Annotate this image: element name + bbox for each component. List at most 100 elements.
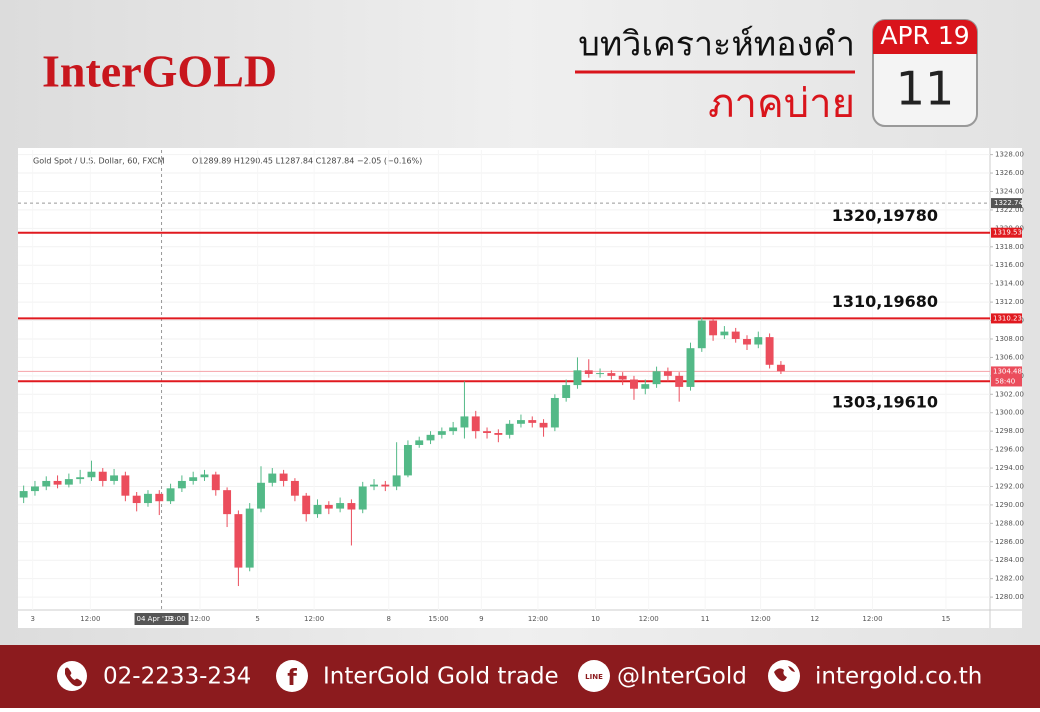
candle-body <box>110 475 119 481</box>
x-tick-label: 12:00 <box>304 615 324 623</box>
crosshair-date: 04 Apr '19 <box>137 615 173 623</box>
x-tick-label: 11 <box>701 615 710 623</box>
candle-body <box>30 486 39 492</box>
candle-body <box>211 474 220 491</box>
candle-body <box>245 508 254 568</box>
candle-body <box>392 475 401 487</box>
phone-icon <box>57 661 87 691</box>
y-tick-label: 1318.00 <box>995 243 1024 251</box>
candle-body <box>584 370 593 375</box>
last-price: 1304.48 <box>993 367 1022 375</box>
y-tick-label: 1294.00 <box>995 464 1024 472</box>
candle-body <box>64 479 73 485</box>
x-tick-label: 12:00 <box>528 615 548 623</box>
candle-body <box>743 338 751 345</box>
crosshair-x-box <box>134 613 189 625</box>
y-tick-label: 1292.00 <box>995 482 1024 490</box>
candle-body <box>53 480 62 485</box>
x-tick-label: 5 <box>255 615 259 623</box>
y-tick-label: 1286.00 <box>995 538 1024 546</box>
logo: InterGOLD <box>42 46 277 97</box>
y-tick-label: 1306.00 <box>995 353 1024 361</box>
footer-facebook: InterGold Gold trade <box>323 664 559 690</box>
level-price-box <box>991 227 1022 238</box>
candle-body <box>313 504 322 515</box>
candle-body <box>618 375 627 380</box>
candle-body <box>200 474 209 478</box>
candle-body <box>358 486 367 510</box>
candle-body <box>98 471 107 481</box>
candle-body <box>471 416 480 432</box>
y-tick-label: 1308.00 <box>995 335 1024 343</box>
candle-body <box>776 364 785 372</box>
symbol: Gold Spot / U.S. Dollar, 60, FXCM <box>33 157 165 166</box>
facebook-icon <box>276 660 308 692</box>
candle-body <box>697 320 706 349</box>
subtitle: ภาคบ่าย <box>708 81 855 127</box>
y-tick-label: 1324.00 <box>995 187 1024 195</box>
x-tick-label: 3 <box>30 615 34 623</box>
candle-body <box>516 420 525 424</box>
level-label: 1303,19610 <box>832 393 938 412</box>
candle-body <box>630 379 638 389</box>
candle-body <box>460 416 469 428</box>
footer: 02-2233-234 f InterGold Gold trade LINE … <box>57 660 982 692</box>
candle-body <box>257 482 265 509</box>
candle-body <box>550 397 559 428</box>
x-tick-label: 15 <box>941 615 950 623</box>
y-tick-label: 1326.00 <box>995 169 1024 177</box>
y-tick-label: 1312.00 <box>995 298 1024 306</box>
ohlc: O1289.89 H1290.45 L1287.84 C1287.84 −2.0… <box>192 157 422 166</box>
line-glyph: LINE <box>585 673 603 681</box>
candle-body <box>765 337 774 365</box>
footer-phone: 02-2233-234 <box>103 664 251 690</box>
x-tick-label: 12:00 <box>639 615 659 623</box>
candle-body <box>155 493 164 502</box>
y-tick-label: 1328.00 <box>995 151 1024 159</box>
candle-body <box>268 473 277 483</box>
candle-body <box>596 373 605 375</box>
candle-body <box>177 480 186 489</box>
candle-body <box>449 427 458 432</box>
calendar: APR 19 11 <box>872 19 978 127</box>
candle-body <box>234 514 243 568</box>
candle-body <box>336 503 345 509</box>
y-tick-label: 1314.00 <box>995 280 1024 288</box>
candle-body <box>223 490 232 515</box>
candle-body <box>437 431 446 435</box>
candle-body <box>709 320 718 336</box>
y-tick-label: 1298.00 <box>995 427 1024 435</box>
candle-body <box>19 491 28 498</box>
x-tick-label: 12:00 <box>80 615 100 623</box>
countdown: 58:40 <box>995 377 1015 385</box>
y-tick-label: 1300.00 <box>995 409 1024 417</box>
calendar-top <box>873 20 977 54</box>
candle-body <box>573 370 582 386</box>
candle-body <box>370 484 378 487</box>
candle-body <box>528 420 537 423</box>
candle-body <box>42 480 51 487</box>
y-tick-label: 1280.00 <box>995 593 1024 601</box>
candle-body <box>652 371 661 385</box>
candle-body <box>87 471 96 478</box>
x-tick-label: 8 <box>386 615 390 623</box>
candle-body <box>494 433 503 435</box>
candle-body <box>607 373 616 376</box>
level-price: 1319.53 <box>993 229 1022 237</box>
candle-body <box>347 503 356 510</box>
candle-body <box>121 475 130 496</box>
title: บทวิเคราะห์ทองคำ <box>578 25 855 65</box>
footer-line: @InterGold <box>617 664 747 690</box>
candle-body <box>720 331 729 336</box>
candle-body <box>132 495 141 504</box>
candle-body <box>381 484 390 487</box>
candle-body <box>189 477 198 481</box>
candle-body <box>562 385 571 398</box>
x-tick-label: 12:00 <box>190 615 210 623</box>
candle-body <box>663 371 672 376</box>
candle-body <box>483 431 492 434</box>
calendar-month: APR 19 <box>880 21 969 50</box>
y-tick-label: 1316.00 <box>995 261 1024 269</box>
candle-body <box>324 504 333 509</box>
line-icon <box>578 660 610 692</box>
